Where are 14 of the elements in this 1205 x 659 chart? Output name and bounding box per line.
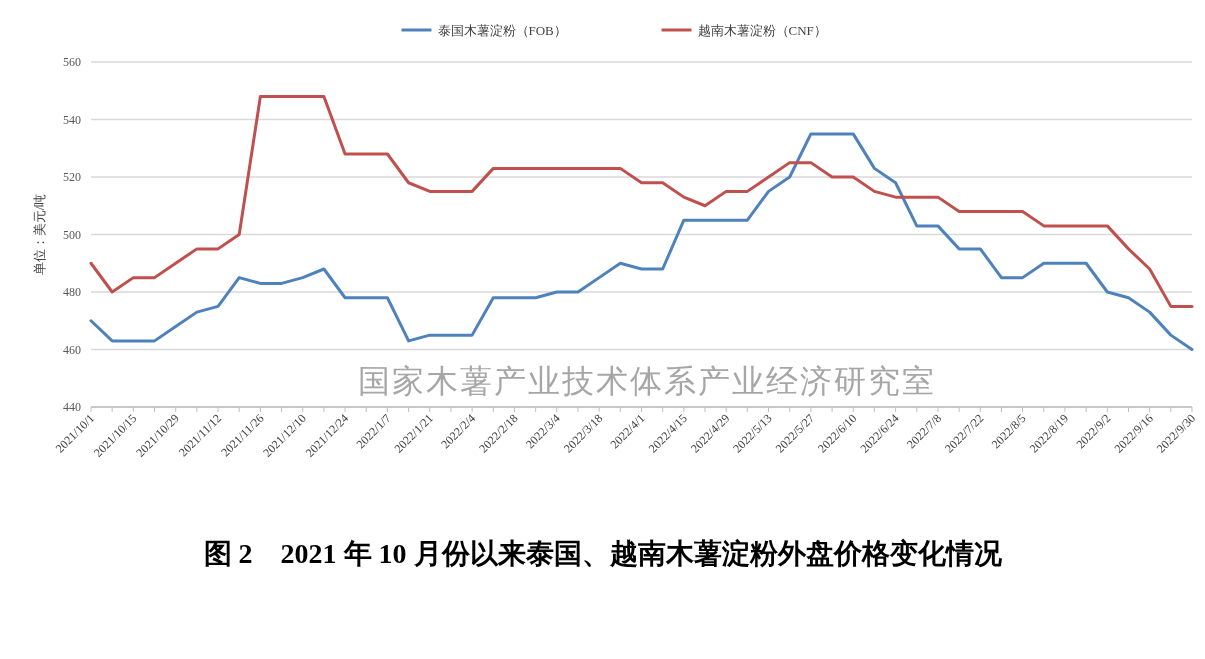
y-tick-label: 460 <box>63 342 81 357</box>
line-series <box>89 132 1194 351</box>
y-tick-label: 560 <box>63 55 81 69</box>
y-axis-title: 单位：美元/吨 <box>32 193 47 276</box>
y-tick-label: 440 <box>63 400 81 414</box>
line-series <box>89 95 1194 308</box>
legend-label: 泰国木薯淀粉（FOB） <box>437 23 567 38</box>
text: 图 2 2021 年 10 月份以来泰国、越南木薯淀粉外盘价格变化情况 <box>203 538 1003 569</box>
y-tick-label: 500 <box>63 227 81 242</box>
y-tick-label: 520 <box>63 170 81 184</box>
y-tick-label: 480 <box>63 285 81 299</box>
annotation: 国家木薯产业技术体系产业经济研究室 <box>357 363 936 399</box>
y-tick-label: 540 <box>63 112 81 127</box>
legend-label: 越南木薯淀粉（CNF） <box>697 23 827 38</box>
